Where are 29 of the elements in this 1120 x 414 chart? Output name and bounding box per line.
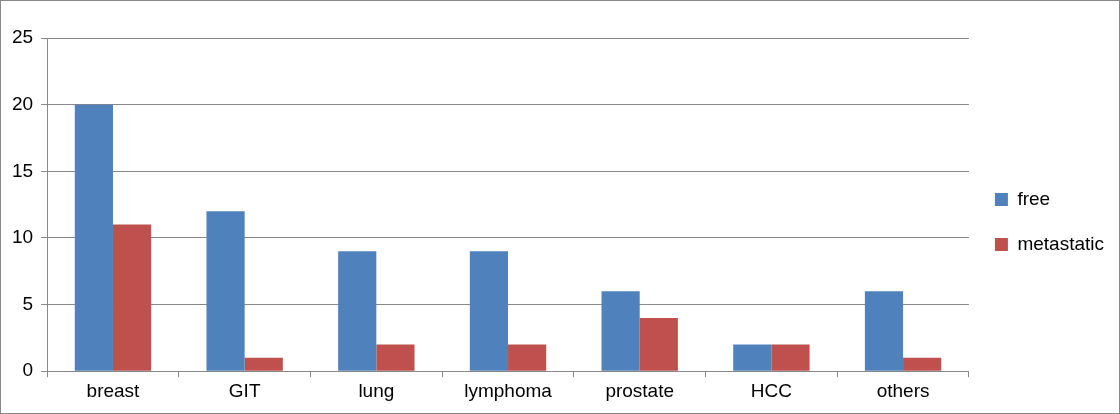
bar (733, 344, 772, 371)
bar (508, 344, 547, 371)
legend-label: free (1017, 187, 1051, 209)
y-tick-label: 25 (11, 26, 34, 48)
bar (338, 251, 377, 371)
bar (206, 211, 245, 371)
bar (903, 357, 942, 371)
bar (112, 224, 152, 371)
bar (771, 344, 810, 371)
bar (639, 317, 678, 371)
bar (469, 251, 509, 371)
y-tick-label: 20 (11, 92, 34, 114)
bar (864, 291, 904, 371)
bar (244, 357, 283, 371)
y-tick-label: 0 (22, 359, 34, 381)
x-tick-label: others (876, 379, 930, 401)
y-tick-label: 5 (22, 292, 34, 314)
x-tick-label: HCC (750, 379, 792, 401)
legend-label: metastatic (1017, 232, 1105, 254)
y-tick-label: 15 (11, 159, 34, 181)
bar (376, 344, 415, 371)
bar (74, 104, 113, 371)
x-tick-label: breast (86, 379, 141, 401)
bar (601, 291, 640, 371)
y-tick-label: 10 (11, 226, 34, 248)
x-tick-label: GIT (228, 379, 261, 401)
x-tick-label: lung (358, 379, 395, 401)
x-tick-label: prostate (605, 379, 675, 401)
x-tick-label: lymphoma (464, 379, 553, 401)
